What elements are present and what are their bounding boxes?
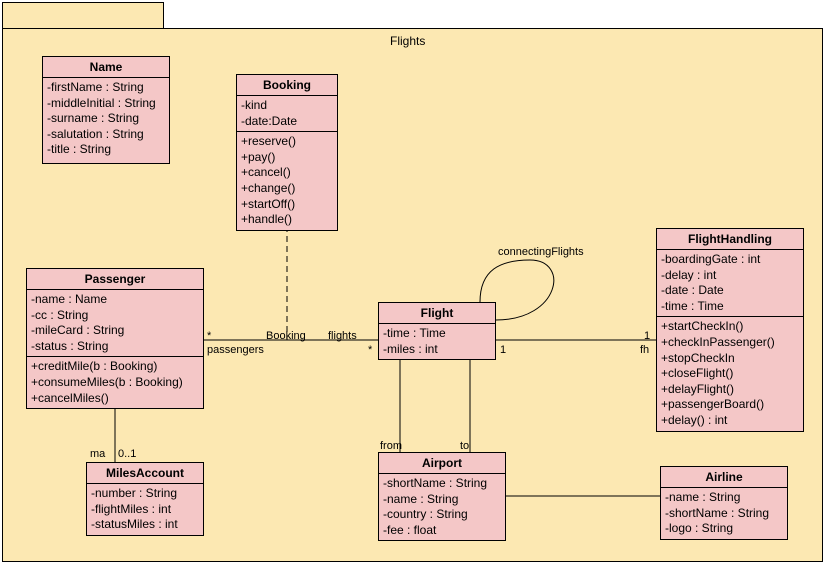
attr-line: -mileCard : String bbox=[31, 323, 199, 339]
op-line: +passengerBoard() bbox=[661, 397, 799, 413]
attr-line: -statusMiles : int bbox=[91, 517, 199, 533]
attr-line: -date:Date bbox=[241, 114, 333, 130]
label-flights: flights bbox=[328, 330, 357, 342]
op-line: +cancelMiles() bbox=[31, 391, 199, 407]
attr-line: -delay : int bbox=[661, 268, 799, 284]
attr-line: -flightMiles : int bbox=[91, 502, 199, 518]
attr-line: -name : String bbox=[383, 492, 501, 508]
label-star2: * bbox=[368, 344, 372, 356]
class-attrs-milesaccount: -number : String-flightMiles : int-statu… bbox=[87, 484, 203, 535]
attr-line: -status : String bbox=[31, 339, 199, 355]
attr-line: -surname : String bbox=[47, 111, 165, 127]
class-name-flight: Flight bbox=[379, 303, 495, 324]
label-star1: * bbox=[207, 330, 211, 342]
package-title: Flights bbox=[390, 34, 425, 48]
attr-line: -logo : String bbox=[665, 521, 783, 537]
class-name: Name-firstName : String-middleInitial : … bbox=[42, 56, 170, 164]
label-passengers: passengers bbox=[207, 344, 264, 356]
class-name-milesaccount: MilesAccount bbox=[87, 463, 203, 484]
op-line: +stopCheckIn bbox=[661, 351, 799, 367]
attr-line: -name : Name bbox=[31, 292, 199, 308]
attr-line: -name : String bbox=[665, 490, 783, 506]
op-line: +checkInPassenger() bbox=[661, 335, 799, 351]
op-line: +startCheckIn() bbox=[661, 319, 799, 335]
class-attrs-flight: -time : Time-miles : int bbox=[379, 324, 495, 359]
class-attrs-passenger: -name : Name-cc : String-mileCard : Stri… bbox=[27, 290, 203, 357]
label-to: to bbox=[460, 440, 469, 452]
class-ops-flighthandling: +startCheckIn()+checkInPassenger()+stopC… bbox=[657, 317, 803, 430]
class-booking: Booking-kind-date:Date+reserve()+pay()+c… bbox=[236, 74, 338, 231]
attr-line: -title : String bbox=[47, 142, 165, 158]
attr-line: -fee : float bbox=[383, 523, 501, 539]
attr-line: -middleInitial : String bbox=[47, 96, 165, 112]
attr-line: -kind bbox=[241, 98, 333, 114]
class-name-booking: Booking bbox=[237, 75, 337, 96]
attr-line: -shortName : String bbox=[383, 476, 501, 492]
label-one-fh: 1 bbox=[644, 330, 650, 342]
class-attrs-name: -firstName : String-middleInitial : Stri… bbox=[43, 78, 169, 160]
attr-line: -date : Date bbox=[661, 283, 799, 299]
attr-line: -firstName : String bbox=[47, 80, 165, 96]
class-ops-booking: +reserve()+pay()+cancel()+change()+start… bbox=[237, 132, 337, 230]
op-line: +delay() : int bbox=[661, 413, 799, 429]
class-passenger: Passenger-name : Name-cc : String-mileCa… bbox=[26, 268, 204, 409]
attr-line: -country : String bbox=[383, 507, 501, 523]
class-name-airport: Airport bbox=[379, 453, 505, 474]
attr-line: -salutation : String bbox=[47, 127, 165, 143]
class-name-airline: Airline bbox=[661, 467, 787, 488]
class-flight: Flight-time : Time-miles : int bbox=[378, 302, 496, 360]
label-from: from bbox=[380, 440, 402, 452]
class-name-flighthandling: FlightHandling bbox=[657, 229, 803, 250]
op-line: +pay() bbox=[241, 150, 333, 166]
attr-line: -cc : String bbox=[31, 308, 199, 324]
label-ma: ma bbox=[90, 448, 105, 460]
label-fh: fh bbox=[640, 344, 649, 356]
attr-line: -shortName : String bbox=[665, 506, 783, 522]
class-attrs-booking: -kind-date:Date bbox=[237, 96, 337, 132]
attr-line: -boardingGate : int bbox=[661, 252, 799, 268]
attr-line: -time : Time bbox=[383, 326, 491, 342]
class-attrs-airline: -name : String-shortName : String-logo :… bbox=[661, 488, 787, 539]
class-milesaccount: MilesAccount-number : String-flightMiles… bbox=[86, 462, 204, 536]
op-line: +closeFlight() bbox=[661, 366, 799, 382]
class-attrs-flighthandling: -boardingGate : int-delay : int-date : D… bbox=[657, 250, 803, 317]
op-line: +startOff() bbox=[241, 197, 333, 213]
op-line: +cancel() bbox=[241, 165, 333, 181]
op-line: +change() bbox=[241, 181, 333, 197]
class-flighthandling: FlightHandling-boardingGate : int-delay … bbox=[656, 228, 804, 432]
class-attrs-airport: -shortName : String-name : String-countr… bbox=[379, 474, 505, 540]
op-line: +reserve() bbox=[241, 134, 333, 150]
label-connecting: connectingFlights bbox=[498, 246, 584, 258]
class-airline: Airline-name : String-shortName : String… bbox=[660, 466, 788, 540]
attr-line: -miles : int bbox=[383, 342, 491, 358]
package-tab bbox=[2, 2, 164, 28]
op-line: +handle() bbox=[241, 212, 333, 228]
label-ma-mult: 0..1 bbox=[118, 448, 136, 460]
class-airport: Airport-shortName : String-name : String… bbox=[378, 452, 506, 541]
op-line: +consumeMiles(b : Booking) bbox=[31, 375, 199, 391]
attr-line: -time : Time bbox=[661, 299, 799, 315]
label-one-flight: 1 bbox=[500, 344, 506, 356]
class-name-passenger: Passenger bbox=[27, 269, 203, 290]
op-line: +creditMile(b : Booking) bbox=[31, 359, 199, 375]
label-booking-lbl: Booking bbox=[266, 330, 306, 342]
op-line: +delayFlight() bbox=[661, 382, 799, 398]
class-name-name: Name bbox=[43, 57, 169, 78]
attr-line: -number : String bbox=[91, 486, 199, 502]
class-ops-passenger: +creditMile(b : Booking)+consumeMiles(b … bbox=[27, 357, 203, 408]
